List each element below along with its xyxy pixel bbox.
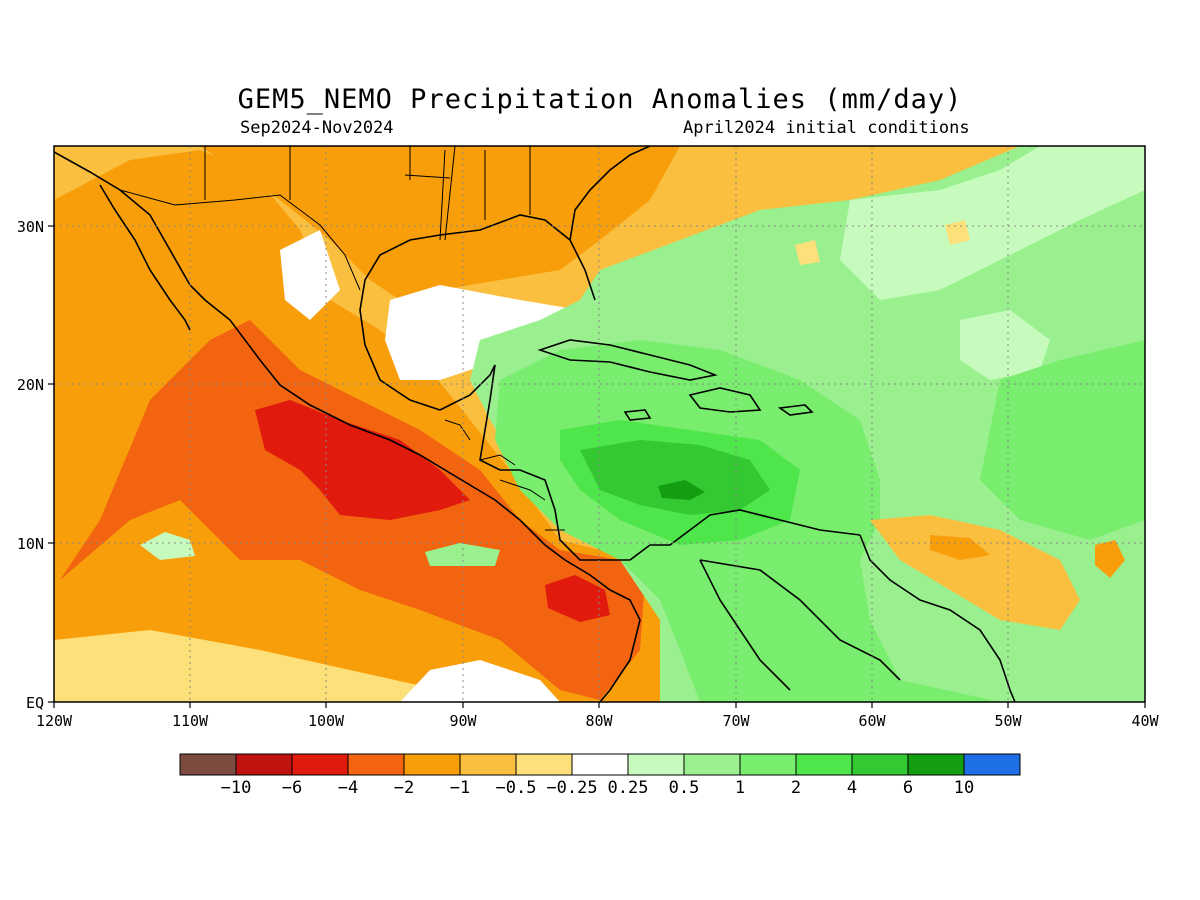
x-tick-label: 50W bbox=[994, 712, 1022, 730]
colorbar-swatch bbox=[907, 753, 965, 776]
colorbar-label: −2 bbox=[394, 778, 414, 798]
colorbar-swatch bbox=[963, 753, 1021, 776]
colorbar-label: 0.5 bbox=[669, 778, 700, 798]
colorbar-swatch bbox=[459, 753, 517, 776]
colorbar-swatch bbox=[571, 753, 629, 776]
y-tick-label: EQ bbox=[26, 694, 44, 712]
baja-peninsula bbox=[99, 184, 191, 331]
colorbar-label: 0.25 bbox=[608, 778, 649, 798]
us-gulf-coast bbox=[439, 214, 596, 301]
colorbar-label: 10 bbox=[954, 778, 974, 798]
pacific-strong-dry-core bbox=[255, 400, 470, 520]
x-tick-label: 90W bbox=[449, 712, 477, 730]
hispaniola bbox=[688, 387, 762, 413]
colorbar-label: −10 bbox=[221, 778, 252, 798]
pacific-neutral-white bbox=[400, 660, 560, 702]
gulf-neutral-2 bbox=[385, 285, 580, 380]
mexico-pacific-coast bbox=[54, 151, 641, 702]
pacific-neutral-patch bbox=[54, 630, 500, 702]
colorbar-label: −1 bbox=[450, 778, 470, 798]
map-title: GEM5_NEMO Precipitation Anomalies (mm/da… bbox=[237, 84, 963, 115]
colorbar-swatch bbox=[291, 753, 349, 776]
caribbean-peak-wet-core bbox=[658, 480, 705, 500]
x-tick-label: 60W bbox=[858, 712, 886, 730]
cuba bbox=[537, 339, 718, 381]
x-tick-label: 100W bbox=[308, 712, 345, 730]
y-tick-label: 20N bbox=[17, 376, 44, 394]
central-america-borders bbox=[444, 419, 565, 531]
colorbar-label: −6 bbox=[282, 778, 302, 798]
atlantic-dry-band-core bbox=[930, 535, 990, 560]
gulf-neutral bbox=[280, 230, 340, 320]
colorbar-swatch bbox=[739, 753, 797, 776]
axis-ticks bbox=[48, 225, 1146, 708]
puerto-rico bbox=[777, 404, 814, 416]
us-dry-region bbox=[200, 146, 680, 300]
central-america-east bbox=[479, 364, 861, 561]
atlantic-dry-band bbox=[870, 515, 1080, 630]
x-tick-label: 80W bbox=[585, 712, 613, 730]
x-tick-label: 120W bbox=[36, 712, 73, 730]
us-atlantic-coast bbox=[569, 146, 651, 241]
colorbar-swatch bbox=[795, 753, 853, 776]
atlantic-light-wet bbox=[840, 146, 1145, 300]
colorbar-swatch bbox=[683, 753, 741, 776]
coastlines bbox=[54, 146, 1016, 702]
atlantic-dry-patch-2 bbox=[795, 240, 820, 265]
x-axis-labels: 120W 110W 100W 90W 80W 70W 60W 50W 40W bbox=[36, 712, 1160, 730]
panama-strong-dry-core bbox=[545, 575, 610, 622]
colorbar-swatch bbox=[515, 753, 573, 776]
y-tick-label: 30N bbox=[17, 218, 44, 236]
x-tick-label: 40W bbox=[1131, 712, 1159, 730]
atlantic-dry-patch bbox=[945, 220, 970, 245]
colorbar-label: 4 bbox=[847, 778, 857, 798]
y-axis-labels: EQ 10N 20N 30N bbox=[17, 218, 44, 712]
colorbar-label: −0.25 bbox=[546, 778, 597, 798]
x-tick-label: 70W bbox=[722, 712, 750, 730]
graticule bbox=[54, 146, 1145, 702]
jamaica bbox=[623, 409, 652, 421]
colorbar-swatch bbox=[403, 753, 461, 776]
colorbar-label: 2 bbox=[791, 778, 801, 798]
season-label: Sep2024-Nov2024 bbox=[240, 118, 394, 138]
init-conditions-label: April2024 initial conditions bbox=[683, 118, 970, 138]
colorbar-swatch bbox=[627, 753, 685, 776]
gulf-coast bbox=[359, 234, 496, 411]
x-tick-label: 110W bbox=[172, 712, 209, 730]
atlantic-wet-region-2 bbox=[980, 340, 1145, 540]
colorbar-label: 1 bbox=[735, 778, 745, 798]
colorbar-label: 6 bbox=[903, 778, 913, 798]
colorbar-swatch bbox=[235, 753, 293, 776]
atlantic-dry-patch-3 bbox=[840, 148, 895, 175]
pacific-wet-blob bbox=[140, 532, 195, 560]
colorbar: −10 −6 −4 −2 −1 −0.5 −0.25 0.25 0.5 1 2 4 6 10 bbox=[179, 753, 1021, 798]
colorbar-swatch bbox=[851, 753, 909, 776]
south-america-interior bbox=[699, 559, 901, 691]
colorbar-swatch bbox=[179, 753, 237, 776]
colorbar-label: −4 bbox=[338, 778, 358, 798]
colorbar-label: −0.5 bbox=[496, 778, 537, 798]
caribbean-strong-wet-core bbox=[580, 440, 770, 515]
anomaly-field bbox=[54, 146, 1145, 702]
us-state-borders bbox=[204, 146, 531, 241]
atlantic-light-wet-2 bbox=[960, 310, 1050, 380]
colorbar-swatch bbox=[347, 753, 405, 776]
y-tick-label: 10N bbox=[17, 535, 44, 553]
atlantic-dry-blob bbox=[1095, 540, 1125, 578]
south-america-coast bbox=[859, 534, 1016, 702]
mexico-us-border bbox=[119, 189, 361, 291]
